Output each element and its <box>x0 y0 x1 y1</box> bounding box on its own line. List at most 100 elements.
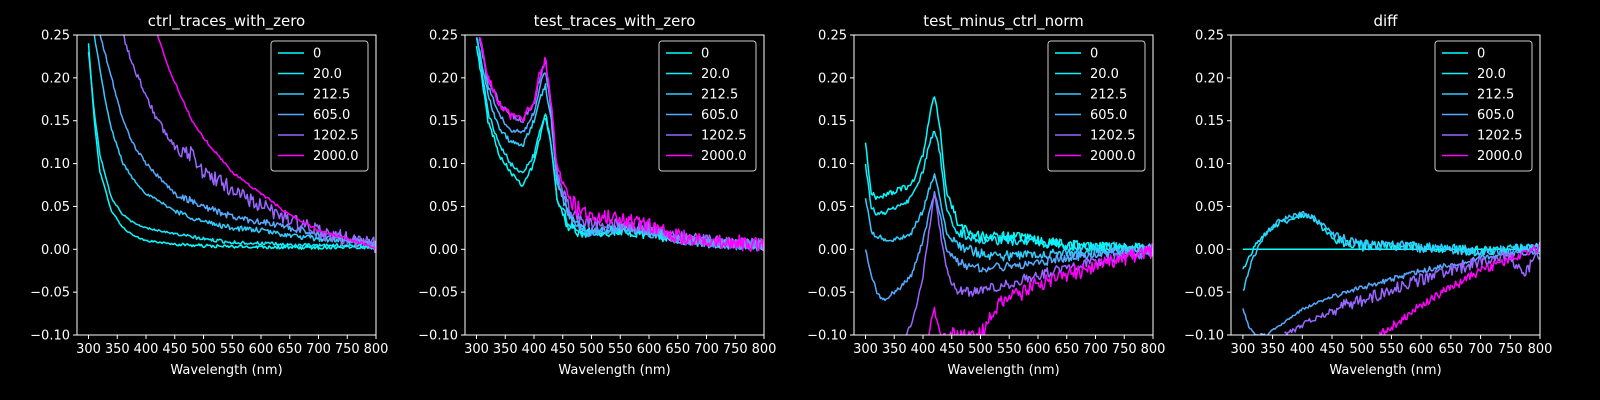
y-tick-label: 0.10 <box>818 157 847 172</box>
x-tick-label: 300 <box>464 342 489 357</box>
series-line-212.5 <box>93 35 376 247</box>
x-tick-label: 550 <box>997 342 1022 357</box>
y-tick-label: 0.20 <box>41 71 70 86</box>
x-axis-label: Wavelength (nm) <box>947 363 1059 378</box>
y-tick-label: 0.05 <box>1195 200 1224 215</box>
x-tick-label: 650 <box>277 342 302 357</box>
legend-label: 20.0 <box>1477 67 1506 82</box>
x-tick-label: 800 <box>1141 342 1166 357</box>
series-line-605.0 <box>864 191 1153 302</box>
x-tick-label: 800 <box>752 342 777 357</box>
series-group <box>475 36 764 252</box>
legend-label: 605.0 <box>701 108 738 123</box>
x-tick-label: 550 <box>1379 342 1404 357</box>
plot-frame <box>464 34 765 336</box>
series-line-20.0 <box>1242 213 1540 270</box>
legend-label: 212.5 <box>313 88 350 103</box>
y-tick-label: −0.05 <box>807 286 847 301</box>
legend-label: 2000.0 <box>1090 149 1136 164</box>
legend-label: 212.5 <box>1090 88 1127 103</box>
legend-label: 605.0 <box>313 108 350 123</box>
plot-frame <box>76 34 377 336</box>
x-tick-label: 650 <box>1438 342 1463 357</box>
series-line-1202.5 <box>478 37 764 250</box>
x-tick-label: 750 <box>723 342 748 357</box>
y-tick-label: 0.05 <box>818 200 847 215</box>
y-tick-label: −0.05 <box>30 286 70 301</box>
chart-title: test_traces_with_zero <box>534 12 696 31</box>
y-tick-label: −0.05 <box>1184 286 1224 301</box>
x-tick-label: 450 <box>550 342 575 357</box>
x-tick-label: 350 <box>105 342 130 357</box>
x-tick-label: 300 <box>1230 342 1255 357</box>
legend-label: 212.5 <box>1477 88 1514 103</box>
legend-label: 1202.5 <box>1090 129 1136 144</box>
series-line-1202.5 <box>122 35 376 254</box>
x-tick-label: 350 <box>493 342 518 357</box>
y-tick-label: −0.05 <box>418 286 458 301</box>
series-line-2000.0 <box>928 243 1153 335</box>
legend-label: 1202.5 <box>701 129 747 144</box>
x-tick-label: 600 <box>637 342 662 357</box>
plot-frame <box>853 34 1154 336</box>
series-line-212.5 <box>864 173 1153 262</box>
y-tick-label: 0.25 <box>41 29 70 44</box>
y-tick-label: −0.10 <box>1184 329 1224 344</box>
y-tick-label: 0.15 <box>818 114 847 129</box>
y-tick-label: 0.20 <box>429 71 458 86</box>
y-tick-label: 0.00 <box>41 243 70 258</box>
series-line-2000.0 <box>156 35 376 250</box>
chart-panel-2: test_traces_with_zero −0.10 −0.05 0.00 0.05 0… <box>418 12 776 378</box>
x-tick-label: 700 <box>306 342 331 357</box>
legend-label: 605.0 <box>1090 108 1127 123</box>
series-line-20.0 <box>87 51 376 250</box>
y-tick-label: 0.15 <box>429 114 458 129</box>
legend-label: 1202.5 <box>313 129 359 144</box>
y-tick-label: 0.25 <box>1195 29 1224 44</box>
x-tick-label: 600 <box>1026 342 1051 357</box>
y-tick-label: 0.20 <box>1195 71 1224 86</box>
series-line-212.5 <box>1242 210 1540 292</box>
x-tick-label: 700 <box>694 342 719 357</box>
x-tick-label: 600 <box>1409 342 1434 357</box>
y-tick-label: −0.10 <box>30 329 70 344</box>
series-group <box>87 35 376 254</box>
y-tick-label: 0.25 <box>429 29 458 44</box>
x-tick-label: 750 <box>1498 342 1523 357</box>
x-tick-label: 700 <box>1083 342 1108 357</box>
x-tick-label: 450 <box>1320 342 1345 357</box>
chart-title: ctrl_traces_with_zero <box>148 12 305 31</box>
x-tick-label: 550 <box>608 342 633 357</box>
series-line-2000.0 <box>1378 244 1540 335</box>
x-tick-label: 600 <box>249 342 274 357</box>
legend-label: 20.0 <box>1090 67 1119 82</box>
legend-label: 20.0 <box>313 67 342 82</box>
chart-panel-4: diff −0.10 −0.05 0.00 0.05 0.10 0.15 0.20 0.25 30… <box>1184 12 1552 378</box>
y-tick-label: 0.20 <box>818 71 847 86</box>
x-tick-label: 400 <box>522 342 547 357</box>
x-tick-label: 750 <box>1112 342 1137 357</box>
x-tick-label: 500 <box>191 342 216 357</box>
legend: 0 20.0 212.5 605.0 1202.5 2000.0 <box>658 40 757 172</box>
x-tick-label: 750 <box>335 342 360 357</box>
x-tick-label: 400 <box>911 342 936 357</box>
x-tick-label: 350 <box>882 342 907 357</box>
x-tick-label: 350 <box>1260 342 1285 357</box>
x-tick-label: 800 <box>364 342 389 357</box>
legend-label: 605.0 <box>1477 108 1514 123</box>
y-tick-label: 0.00 <box>429 243 458 258</box>
chart-panel-1: ctrl_traces_with_zero −0.10 −0.05 0.00 0.05 0… <box>30 12 388 378</box>
series-line-1202.5 <box>1284 250 1540 335</box>
y-tick-label: 0.15 <box>1195 114 1224 129</box>
y-tick-label: 0.10 <box>429 157 458 172</box>
y-tick-label: −0.10 <box>807 329 847 344</box>
plot-frame <box>1230 34 1541 336</box>
legend: 0 20.0 212.5 605.0 1202.5 2000.0 <box>1434 40 1533 172</box>
chart-panel-3: test_minus_ctrl_norm −0.10 −0.05 0.00 0.05 0.… <box>807 12 1165 378</box>
series-line-2000.0 <box>479 37 764 252</box>
y-tick-label: 0.00 <box>1195 243 1224 258</box>
legend-label: 1202.5 <box>1477 129 1523 144</box>
y-tick-label: 0.10 <box>41 157 70 172</box>
y-tick-label: 0.05 <box>41 200 70 215</box>
